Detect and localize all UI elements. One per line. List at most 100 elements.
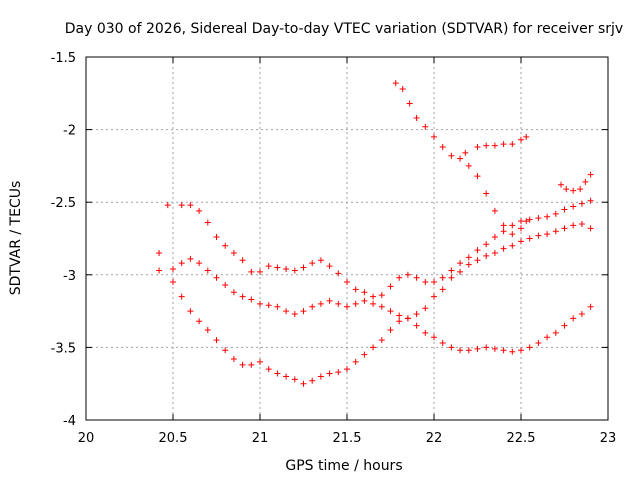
data-point — [552, 329, 559, 336]
data-point — [274, 370, 281, 377]
data-point — [509, 231, 516, 238]
data-point — [352, 300, 359, 307]
data-point — [387, 283, 394, 290]
data-point — [222, 347, 229, 354]
y-tick-label: -3.5 — [51, 341, 76, 356]
data-point — [570, 222, 577, 229]
data-point — [578, 311, 585, 318]
data-point — [387, 326, 394, 333]
data-point — [344, 303, 350, 310]
data-point — [448, 152, 455, 159]
data-point — [431, 279, 437, 286]
data-point — [344, 366, 350, 373]
data-point — [474, 173, 481, 180]
data-point — [283, 308, 290, 315]
data-point — [526, 235, 533, 242]
data-point — [370, 293, 377, 300]
data-point — [570, 187, 577, 194]
data-point — [526, 216, 533, 223]
data-point — [406, 100, 413, 107]
data-point — [431, 133, 437, 140]
data-point — [457, 268, 464, 275]
data-point — [230, 250, 237, 257]
data-point — [222, 242, 229, 249]
data-point — [196, 260, 203, 267]
x-tick-label: 22.5 — [507, 431, 536, 446]
y-tick-label: -4 — [63, 414, 76, 429]
data-point — [439, 274, 446, 281]
data-point — [378, 337, 385, 344]
data-point — [535, 340, 542, 347]
data-point — [535, 232, 542, 239]
data-point — [265, 263, 272, 270]
x-tick-label: 23 — [600, 431, 617, 446]
data-point — [300, 380, 307, 387]
data-point — [413, 322, 420, 329]
data-point — [439, 144, 446, 151]
series-arc-D — [392, 80, 530, 238]
data-point — [396, 312, 403, 319]
x-tick-label: 20 — [78, 431, 95, 446]
data-point — [178, 202, 185, 209]
data-point — [213, 234, 220, 241]
data-point — [587, 171, 594, 178]
data-point — [578, 200, 585, 207]
data-point — [248, 268, 255, 275]
data-point — [257, 268, 263, 275]
data-point — [352, 358, 359, 365]
data-point — [509, 348, 516, 355]
data-point — [439, 340, 446, 347]
data-point — [483, 241, 490, 248]
data-point — [230, 289, 237, 296]
data-point — [370, 300, 377, 307]
data-point — [187, 255, 194, 262]
axis-ticks: 20 20.5 21 21.5 22 22.5 23 -4 -3.5 -3 -2.5 -2 -1.5 — [51, 51, 617, 446]
data-point — [500, 347, 507, 354]
data-point — [326, 370, 333, 377]
data-point — [474, 345, 481, 352]
data-point — [248, 361, 255, 368]
data-point — [392, 80, 399, 87]
data-point — [491, 345, 498, 352]
data-point — [558, 181, 565, 188]
data-point — [326, 263, 333, 270]
data-point — [361, 297, 368, 304]
data-point — [491, 142, 498, 149]
data-point — [544, 334, 551, 341]
data-point — [387, 308, 394, 315]
data-points — [156, 80, 594, 387]
data-point — [396, 274, 403, 281]
data-point — [518, 218, 524, 225]
data-point — [518, 347, 524, 354]
data-point — [361, 289, 368, 296]
data-point — [300, 308, 307, 315]
data-point — [474, 257, 481, 264]
x-tick-label: 21.5 — [333, 431, 362, 446]
data-point — [335, 369, 342, 376]
data-point — [544, 231, 551, 238]
y-tick-label: -2.5 — [51, 196, 76, 211]
data-point — [518, 136, 524, 143]
data-point — [465, 254, 472, 261]
data-point — [335, 300, 342, 307]
data-point — [561, 206, 568, 213]
data-point — [291, 267, 298, 274]
data-point — [457, 260, 464, 267]
series-arc-C — [156, 250, 594, 387]
data-point — [462, 149, 469, 156]
data-point — [204, 326, 211, 333]
data-point — [404, 315, 411, 322]
chart-title: Day 030 of 2026, Sidereal Day-to-day VTE… — [65, 21, 623, 37]
data-point — [523, 218, 530, 225]
data-point — [396, 318, 403, 325]
series-arc-B — [156, 220, 594, 322]
y-tick-label: -3 — [63, 269, 76, 284]
data-point — [526, 344, 533, 351]
data-point — [248, 296, 255, 303]
data-point — [523, 133, 530, 140]
x-tick-label: 21 — [252, 431, 269, 446]
data-point — [309, 377, 316, 384]
data-point — [500, 245, 507, 252]
data-point — [448, 344, 455, 351]
